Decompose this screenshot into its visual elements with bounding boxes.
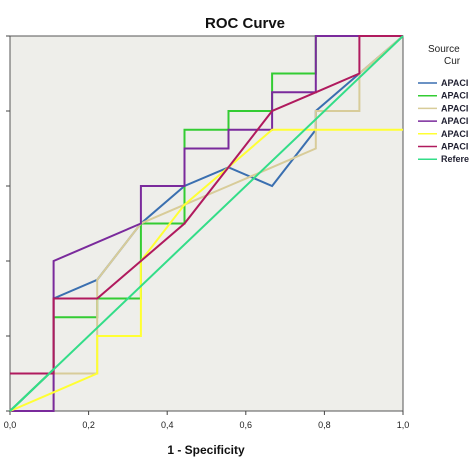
series-layer [9,35,404,412]
y-axis-ticks [6,35,10,412]
legend-entries: APACI APACI APACI APACI APACI APACI Refere [418,78,469,164]
x-axis-label: 1 - Specificity [167,443,245,457]
series-line-4 [10,35,403,412]
legend-entry-label: APACI [441,103,468,113]
legend-entry-label: APACI [441,142,468,152]
legend-entry-label: APACI [441,129,468,139]
series-line-7 [9,35,404,412]
legend-entry-label: APACI [441,91,468,101]
x-tick-label: 0,2 [82,420,95,430]
legend-title-line-2: Cur [444,56,461,67]
legend: Source Cur APACIAPACIAPACIAPACIAPACIAPAC… [418,44,469,164]
x-tick-label: 0,0 [4,420,17,430]
chart-title: ROC Curve [205,15,285,32]
x-tick-label: 0,8 [318,420,331,430]
legend-entry-label: APACI [441,78,468,88]
x-tick-label: 0,6 [240,420,253,430]
legend-entry-label: APACI [441,116,468,126]
series-line-6 [10,35,403,375]
legend-title-line-1: Source [428,44,460,55]
series-line-5 [9,128,403,412]
x-tick-label: 0,4 [161,420,174,430]
x-tick-label: 1,0 [397,420,410,430]
legend-entry-label: Refere [441,154,469,164]
